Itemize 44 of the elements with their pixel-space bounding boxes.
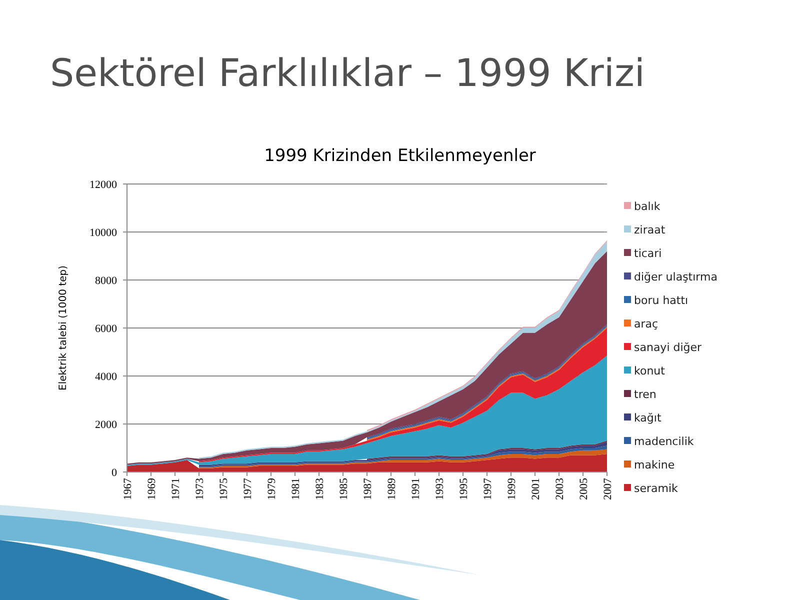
y-tick-label: 0 (112, 466, 118, 479)
y-tick-label: 12000 (90, 178, 118, 191)
x-tick-label: 1973 (194, 478, 206, 500)
legend-label: konut (634, 364, 666, 378)
x-tick-label: 1991 (410, 478, 422, 500)
x-tick-label: 1993 (434, 478, 446, 500)
legend-label: tren (634, 388, 656, 401)
legend-label: sanayi diğer (634, 340, 702, 354)
legend-label: makine (634, 458, 675, 472)
x-tick-label: 1995 (458, 478, 470, 500)
x-tick-label: 1979 (266, 478, 278, 500)
x-tick-label: 2007 (602, 478, 614, 500)
x-tick-label: 2001 (530, 478, 542, 500)
x-tick-label: 1987 (362, 478, 374, 500)
x-tick-label: 1969 (146, 478, 158, 500)
legend-label: seramik (634, 482, 679, 495)
legend-label: boru hattı (634, 294, 688, 307)
x-tick-label: 1997 (482, 478, 494, 500)
chart-subtitle: 1999 Krizinden Etkilenmeyenler (264, 146, 536, 166)
y-tick-label: 4000 (95, 370, 118, 383)
x-tick-label: 1989 (386, 478, 398, 500)
x-tick-label: 2003 (554, 478, 566, 500)
chart-title: Sektörel Farklılıklar – 1999 Krizi (50, 51, 645, 95)
x-tick-label: 1981 (290, 478, 302, 500)
x-tick-label: 1977 (242, 478, 254, 500)
x-tick-label: 2005 (578, 478, 590, 500)
x-tick-label: 1999 (506, 478, 518, 500)
legend-label: diğer ulaştırma (634, 270, 718, 284)
legend-label: kağıt (634, 411, 662, 424)
y-tick-label: 6000 (95, 322, 118, 335)
legend-label: ticari (634, 246, 662, 260)
x-tick-label: 1985 (338, 478, 350, 500)
x-tick-label: 1975 (218, 478, 230, 500)
legend-label: balık (634, 200, 661, 213)
legend-label: ziraat (634, 223, 666, 236)
y-axis-title: Elektrik talebi (1000 tep) (58, 265, 69, 390)
legend-label: araç (634, 317, 658, 330)
legend-label: madencilik (634, 434, 694, 448)
y-tick-label: 2000 (95, 418, 118, 431)
x-tick-label: 1967 (122, 478, 134, 500)
y-tick-label: 10000 (90, 226, 118, 239)
x-tick-label: 1971 (170, 478, 182, 500)
x-tick-label: 1983 (314, 478, 326, 500)
y-tick-label: 8000 (95, 274, 118, 287)
